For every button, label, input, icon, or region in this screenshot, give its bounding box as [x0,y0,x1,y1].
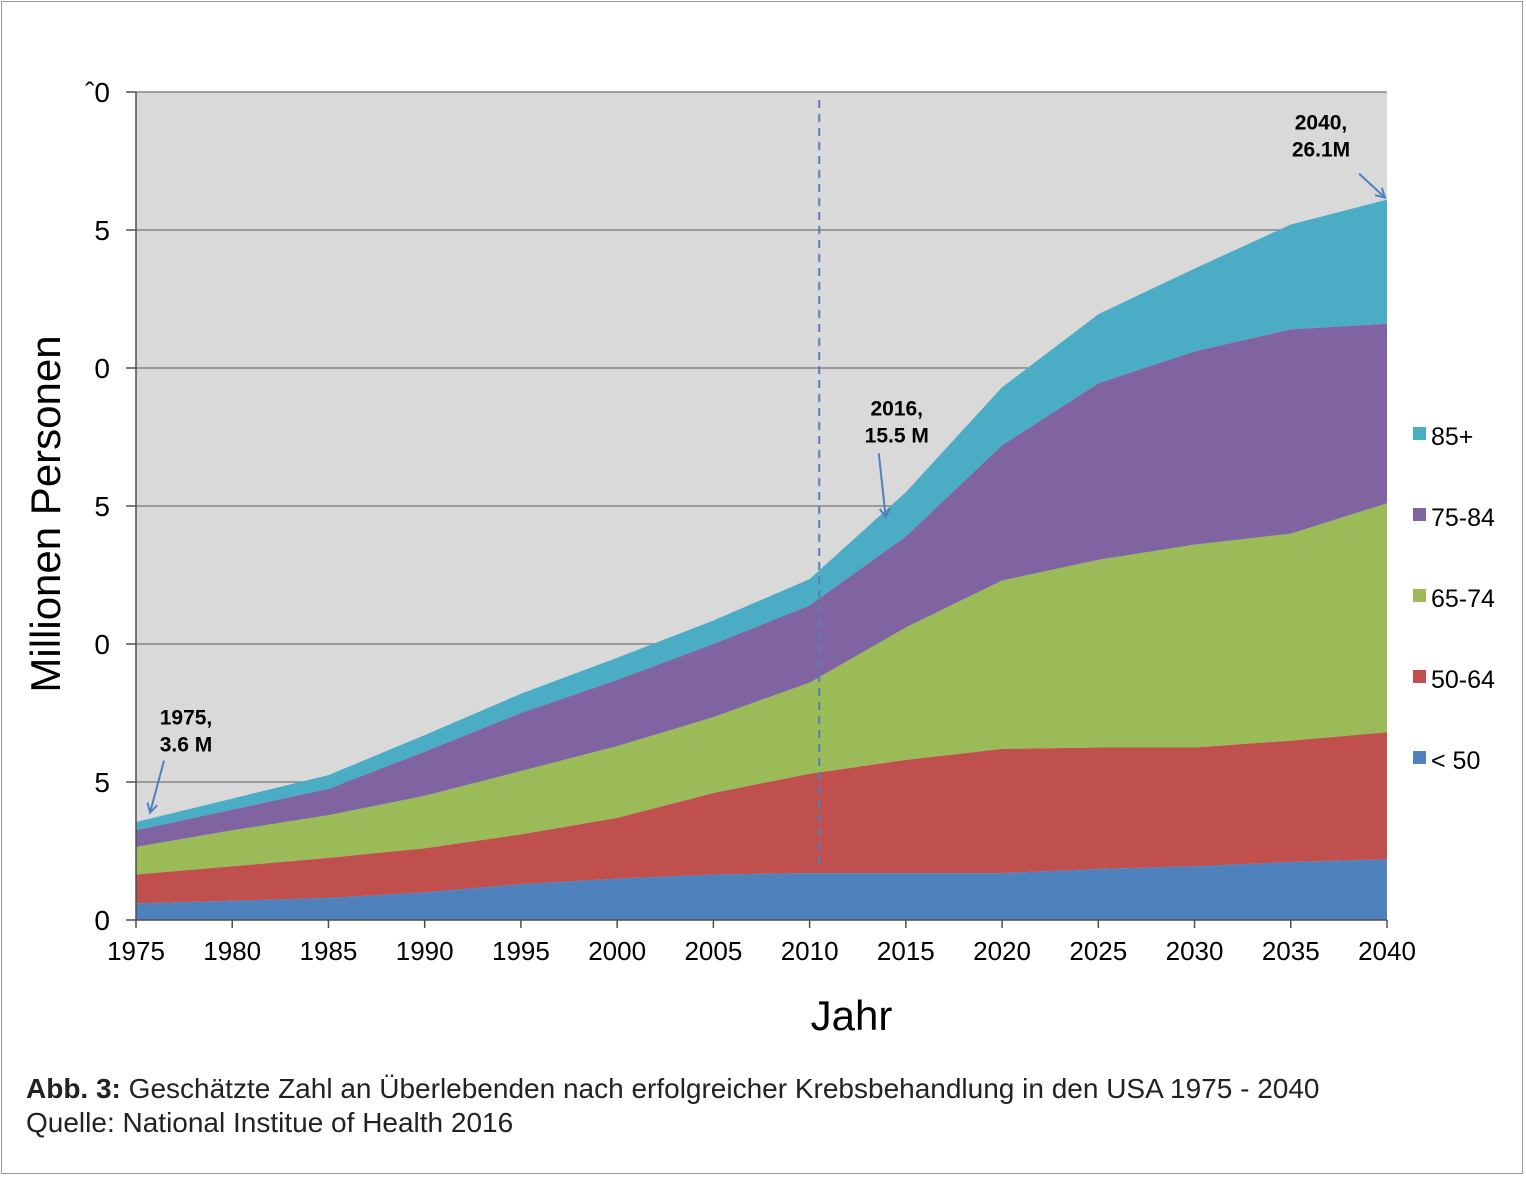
x-tick-label: 1985 [300,936,358,966]
caption-text: Geschätzte Zahl an Überlebenden nach erf… [120,1073,1320,1104]
x-tick-label: 2000 [588,936,646,966]
legend-label: 50-64 [1431,666,1495,694]
annotation-label: 2040, [1295,112,1348,135]
y-tick-label: 0 [94,629,110,660]
x-axis-title: Jahr [811,992,893,1039]
legend-swatch [1413,589,1426,602]
x-tick-label: 1995 [492,936,550,966]
stacked-area-chart: 0 5 0 5 0 5 ˆ0 1975 1980 1985 1990 1995 2000 2005 2010… [22,77,1495,1039]
annotation-arrow [1358,172,1385,198]
figure-caption: Abb. 3: Geschätzte Zahl an Überlebenden … [26,1072,1319,1140]
x-tick-label: 2010 [781,936,839,966]
legend-swatch [1413,508,1426,521]
y-axis-title: Millionen Personen [22,335,69,692]
area-series-65-74 [136,503,1387,875]
caption-line: Abb. 3: Geschätzte Zahl an Überlebenden … [26,1072,1319,1106]
x-tick-label: 2005 [684,936,742,966]
area-series-50 [136,859,1387,920]
y-tick-label: 5 [94,491,110,522]
legend-swatch [1413,427,1426,440]
y-tick-label: ˆ0 [85,77,110,108]
annotation-value: 3.6 M [160,734,213,757]
x-tick-label: 2025 [1069,936,1127,966]
y-tick-label: 0 [94,353,110,384]
y-tick-label: 0 [94,905,110,936]
x-tick-label: 2020 [973,936,1031,966]
annotation-value: 26.1M [1292,139,1350,162]
x-tick-label: 1975 [107,936,165,966]
caption-source: Quelle: National Institue of Health 2016 [26,1107,514,1138]
x-tick-label: 2040 [1358,936,1416,966]
x-tick-label: 1980 [203,936,261,966]
annotation-value: 15.5 M [865,424,929,447]
x-tick-label: 1990 [396,936,454,966]
y-tick-label: 5 [94,215,110,246]
legend-swatch [1413,670,1426,683]
annotation-label: 2016, [870,397,923,420]
annotation-arrow [877,453,886,517]
x-tick-label: 2015 [877,936,935,966]
annotation-label: 1975, [160,707,213,730]
x-tick-label: 2035 [1262,936,1320,966]
y-tick-label: 5 [94,767,110,798]
caption-prefix: Abb. 3: [26,1073,121,1104]
legend-label: 65-74 [1431,585,1495,613]
area-series-50-64 [136,732,1387,904]
annotation-arrow [150,760,165,813]
legend-label: < 50 [1431,747,1480,775]
x-tick-label: 2030 [1166,936,1224,966]
legend-label: 85+ [1431,423,1473,451]
legend-swatch [1413,751,1426,764]
area-series-85 [136,199,1387,831]
area-series-75-84 [136,323,1387,847]
legend-label: 75-84 [1431,504,1495,532]
